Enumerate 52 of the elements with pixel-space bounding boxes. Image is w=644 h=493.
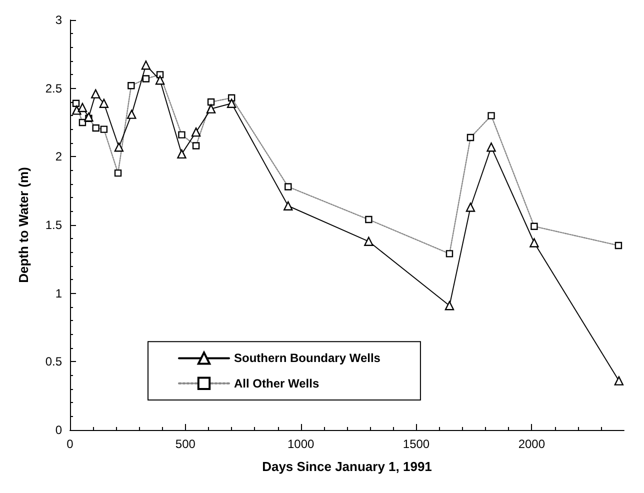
point xyxy=(191,127,201,137)
point xyxy=(192,142,200,150)
point xyxy=(91,89,100,98)
point xyxy=(114,142,124,152)
point xyxy=(72,100,80,107)
x-tick-label: 1500 xyxy=(402,437,430,451)
legend-label: All Other Wells xyxy=(234,376,320,390)
point xyxy=(466,134,474,142)
y-tick-label: 3 xyxy=(55,13,62,27)
y-tick-label: 2 xyxy=(55,150,62,164)
point xyxy=(488,112,495,120)
y-tick-label: 0 xyxy=(55,423,62,437)
point xyxy=(444,301,454,310)
point xyxy=(446,250,454,258)
y-tick-label: 0.5 xyxy=(45,354,62,369)
point xyxy=(226,98,236,108)
y-tick-label: 1 xyxy=(55,286,62,300)
point xyxy=(486,142,496,152)
point xyxy=(284,201,293,210)
point xyxy=(142,75,150,82)
point xyxy=(100,126,108,133)
point xyxy=(207,98,215,106)
point xyxy=(141,60,151,70)
x-tick-label: 500 xyxy=(175,437,196,451)
point xyxy=(530,238,539,248)
x-axis-title: Days Since January 1, 1991 xyxy=(262,459,432,474)
point xyxy=(178,131,186,138)
x-tick-label: 0 xyxy=(66,437,74,451)
point xyxy=(99,98,109,108)
point xyxy=(614,242,622,250)
point xyxy=(92,124,100,132)
x-tick-label: 2000 xyxy=(518,437,546,451)
y-tick-label: 2.5 xyxy=(45,81,62,96)
point xyxy=(114,169,122,177)
point xyxy=(155,76,165,85)
y-tick-label: 1.5 xyxy=(45,218,62,232)
point xyxy=(466,202,476,212)
point xyxy=(72,106,82,115)
point xyxy=(84,112,94,122)
point xyxy=(78,102,88,112)
point xyxy=(364,236,374,246)
legend-label: Southern Boundary Wells xyxy=(234,351,381,366)
point xyxy=(365,216,372,224)
point xyxy=(127,110,136,119)
point xyxy=(206,104,216,114)
x-tick-label: 1000 xyxy=(287,437,315,451)
point xyxy=(284,183,292,190)
point xyxy=(530,222,538,230)
point xyxy=(177,149,186,159)
point xyxy=(128,82,135,90)
point xyxy=(614,376,624,386)
y-axis-title: Depth to Water (m) xyxy=(16,167,31,283)
